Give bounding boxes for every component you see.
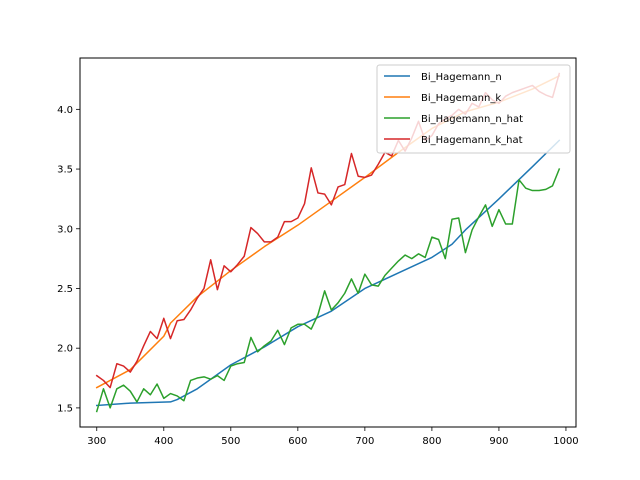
x-tick-label: 900 — [489, 436, 508, 447]
legend: Bi_Hagemann_n Bi_Hagemann_k Bi_Hagemann_n_… — [376, 64, 571, 154]
legend-box — [376, 64, 571, 154]
x-tick-label: 800 — [422, 436, 441, 447]
y-tick-label: 4.0 — [57, 105, 73, 116]
legend-label: Bi_Hagemann_k_hat — [421, 135, 523, 146]
legend-label: Bi_Hagemann_n_hat — [421, 114, 523, 125]
series-layer — [95, 72, 561, 413]
x-tick-label: 500 — [221, 436, 240, 447]
x-tick-label: 600 — [288, 436, 307, 447]
y-axis: 1.5 2.0 2.5 3.0 3.5 4.0 — [57, 105, 80, 414]
x-tick-label: 1000 — [553, 436, 578, 447]
legend-label: Bi_Hagemann_n — [421, 72, 502, 83]
y-tick-label: 3.0 — [57, 224, 73, 235]
y-tick-label: 1.5 — [57, 403, 73, 414]
y-tick-label: 2.0 — [57, 344, 73, 355]
series-line-Bi_Hagemann_n_hat — [95, 168, 561, 413]
x-axis: 300 400 500 600 700 800 900 1000 — [87, 427, 579, 447]
plot-area-frame — [79, 57, 577, 428]
x-tick-label: 300 — [87, 436, 106, 447]
y-tick-label: 2.5 — [57, 284, 73, 295]
legend-label: Bi_Hagemann_k — [421, 93, 501, 104]
y-tick-label: 3.5 — [57, 165, 73, 176]
x-tick-label: 400 — [154, 436, 173, 447]
x-tick-label: 700 — [355, 436, 374, 447]
